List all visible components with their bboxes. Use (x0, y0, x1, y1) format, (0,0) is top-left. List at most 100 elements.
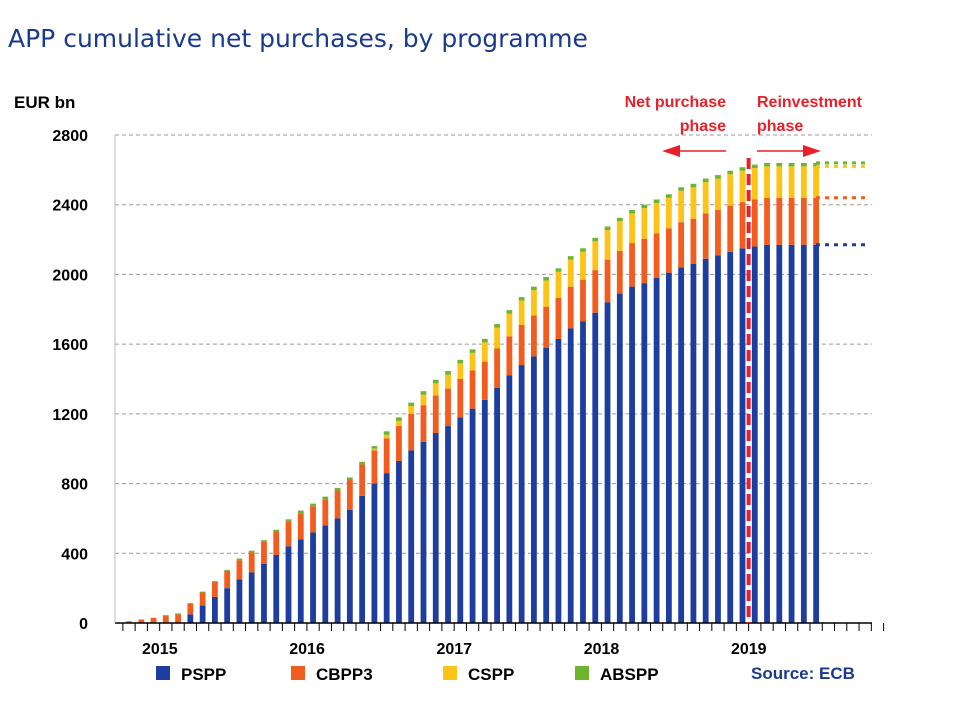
bar-segment-pspp (727, 251, 734, 623)
bar-segment-cbpp3 (727, 205, 734, 252)
bar-segment-cbpp3 (776, 197, 783, 245)
bar-segment-cbpp3 (396, 426, 402, 461)
bar-segment-abspp (236, 558, 243, 561)
bar-segment-cbpp3 (138, 619, 145, 623)
bar-segment-cbpp3 (690, 218, 697, 264)
bar-segment-abspp (592, 237, 599, 242)
bar-segment-cspp (678, 190, 685, 223)
bar-segment-abspp (580, 248, 586, 252)
bars (126, 162, 820, 624)
bar-segment-pspp (555, 338, 562, 623)
bar-segment-cbpp3 (236, 560, 243, 580)
bar-segment-cbpp3 (555, 297, 562, 339)
bar-segment-pspp (800, 244, 807, 624)
legend-label: ABSPP (600, 665, 659, 684)
bar-segment-cbpp3 (518, 324, 525, 366)
bar-segment-abspp (800, 162, 807, 167)
bar-segment-abspp (359, 461, 366, 465)
bar-segment-cbpp3 (408, 413, 415, 451)
bar-segment-pspp (273, 555, 280, 623)
bar-segment-cspp (616, 221, 623, 251)
bar-segment-cbpp3 (310, 506, 316, 533)
bar-segment-cspp (543, 280, 550, 307)
bar-segment-pspp (445, 426, 451, 623)
bar-segment-cspp (800, 166, 807, 198)
bar-segment-pspp (494, 387, 500, 623)
bar-segment-abspp (764, 162, 770, 167)
bar-segment-cbpp3 (739, 202, 746, 249)
bar-segment-pspp (531, 356, 537, 623)
bar-segment-cspp (665, 197, 672, 229)
bar-segment-cspp (396, 420, 402, 427)
bar-segment-abspp (481, 338, 488, 343)
bar-segment-cbpp3 (322, 499, 329, 526)
bar-segment-pspp (813, 244, 820, 624)
bar-segment-cbpp3 (715, 209, 721, 256)
bar-segment-pspp (199, 605, 206, 623)
bar-segment-abspp (715, 175, 721, 179)
bar-segment-pspp (702, 258, 709, 623)
bar-segment-cbpp3 (616, 250, 623, 294)
gridlines (115, 134, 872, 554)
bar-segment-abspp (776, 162, 783, 167)
bar-segment-pspp (543, 347, 550, 623)
bar-segment-abspp (653, 199, 660, 203)
bar-segment-pspp (678, 267, 685, 623)
bar-segment-cbpp3 (224, 570, 231, 589)
bar-segment-cspp (371, 448, 378, 451)
bar-segment-cbpp3 (457, 379, 464, 418)
bar-segment-cspp (555, 271, 562, 298)
bar-segment-pspp (641, 283, 648, 623)
legend-item-cspp: CSPP (443, 665, 514, 684)
bar-segment-cspp (690, 187, 697, 219)
bar-segment-pspp (310, 532, 316, 623)
bar-segment-abspp (224, 569, 231, 571)
bar-segment-pspp (604, 302, 611, 623)
bar-segment-cspp (445, 374, 451, 389)
bar-segment-cbpp3 (592, 270, 599, 313)
bar-segment-abspp (408, 402, 415, 407)
bar-segment-cbpp3 (420, 405, 427, 442)
bar-segment-cbpp3 (641, 238, 648, 284)
source-note: Source: ECB (751, 664, 855, 683)
bar-segment-abspp (727, 170, 734, 175)
bar-segment-pspp (248, 572, 255, 623)
bar-segment-abspp (543, 277, 550, 281)
bar-segment-pspp (776, 244, 783, 624)
bar-segment-cbpp3 (285, 521, 292, 547)
bar-segment-abspp (273, 529, 280, 532)
bar-segment-abspp (383, 431, 390, 435)
y-tick-label: 800 (61, 477, 88, 494)
bar-segment-cbpp3 (653, 233, 660, 278)
bar-segment-pspp (371, 483, 378, 623)
bar-segment-pspp (580, 321, 586, 623)
bar-segment-cspp (764, 166, 770, 198)
bar-segment-cbpp3 (800, 197, 807, 245)
bar-segment-cspp (629, 213, 635, 244)
bar-segment-abspp (469, 349, 476, 353)
bar-segment-cbpp3 (531, 315, 537, 357)
bar-segment-pspp (408, 450, 415, 623)
bar-segment-cbpp3 (175, 614, 181, 623)
x-tick-label: 2015 (142, 641, 178, 658)
bar-segment-cbpp3 (813, 197, 820, 245)
bar-segment-cbpp3 (567, 286, 574, 329)
bar-segment-pspp (518, 365, 525, 623)
bar-segment-cspp (383, 434, 390, 439)
reinvestment-label-line1: Reinvestment (757, 94, 863, 111)
bar-segment-cbpp3 (297, 513, 304, 540)
x-tick-label: 2016 (289, 641, 325, 658)
bar-segment-pspp (653, 277, 660, 623)
bar-segment-cspp (518, 300, 525, 325)
bar-segment-abspp (396, 417, 402, 421)
bar-segment-cspp (653, 202, 660, 234)
bar-segment-abspp (506, 310, 513, 314)
legend-item-cbpp3: CBPP3 (291, 665, 373, 684)
bar-segment-abspp (187, 602, 194, 604)
bar-segment-cbpp3 (248, 552, 255, 573)
bar-segment-abspp (494, 324, 500, 328)
bar-segment-abspp (322, 496, 329, 500)
bar-segment-cspp (739, 170, 746, 203)
y-tick-label: 2000 (52, 267, 88, 284)
